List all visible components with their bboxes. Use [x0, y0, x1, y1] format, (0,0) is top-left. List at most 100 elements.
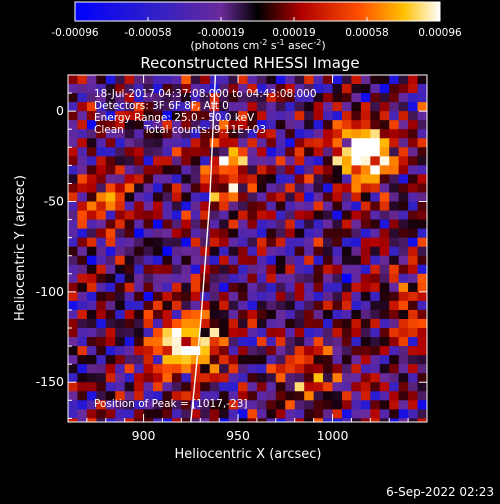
heatmap-cell [332, 300, 343, 311]
heatmap-cell [285, 201, 296, 211]
heatmap-cell [323, 237, 333, 247]
heatmap-cell [209, 156, 220, 166]
heatmap-cell [313, 328, 324, 338]
heatmap-cell [332, 219, 343, 229]
heatmap-cell [153, 228, 163, 238]
heatmap-cell [341, 174, 352, 184]
heatmap-cell [275, 337, 286, 347]
heatmap-cell [115, 355, 125, 365]
heatmap-cell [68, 282, 78, 293]
heatmap-cell [124, 328, 135, 338]
heatmap-cell [86, 111, 97, 121]
heatmap-cell [86, 391, 97, 401]
heatmap-cell [219, 400, 229, 410]
heatmap-cell [360, 120, 371, 130]
heatmap-cell [105, 246, 116, 257]
heatmap-cell [228, 318, 239, 329]
heatmap-cell [96, 147, 107, 157]
heatmap-cell [238, 156, 248, 166]
heatmap-cell [370, 328, 381, 338]
heatmap-cell [398, 93, 409, 103]
heatmap-cell [162, 337, 173, 347]
heatmap-cell [77, 346, 88, 356]
heatmap-cell [313, 318, 324, 329]
heatmap-cell [398, 273, 409, 284]
heatmap-cell [68, 237, 78, 247]
heatmap-cell [341, 237, 352, 247]
annotation-peak: Position of Peak = [1017,-23] [94, 398, 248, 410]
heatmap-cell [379, 129, 390, 139]
heatmap-cell [171, 255, 182, 266]
heatmap-cell [228, 264, 239, 275]
heatmap-cell [124, 192, 135, 202]
heatmap-cell [285, 282, 296, 293]
heatmap-cell [332, 129, 343, 139]
heatmap-cell [266, 255, 277, 266]
heatmap-cell [341, 337, 352, 347]
heatmap-cell [266, 102, 277, 112]
heatmap-cell [370, 255, 381, 266]
heatmap-cell [181, 373, 192, 383]
heatmap-cell [417, 328, 427, 338]
heatmap-cell [171, 228, 182, 238]
heatmap-cell [105, 84, 116, 94]
heatmap-cell [143, 264, 154, 275]
heatmap-cell [332, 282, 343, 293]
heatmap-cell [313, 373, 324, 383]
heatmap-cell [124, 400, 135, 410]
heatmap-cell [313, 165, 324, 175]
heatmap-cell [171, 120, 182, 130]
heatmap-cell [313, 309, 324, 320]
heatmap-cell [389, 355, 399, 365]
heatmap-cell [247, 364, 258, 374]
image-area [68, 75, 427, 422]
heatmap-cell [228, 129, 239, 139]
heatmap-cell [228, 309, 239, 320]
heatmap-cell [332, 84, 343, 94]
heatmap-cell [398, 192, 409, 202]
heatmap-cell [332, 156, 343, 166]
heatmap-cell [323, 147, 333, 157]
heatmap-cell [115, 300, 125, 311]
heatmap-cell [181, 409, 192, 419]
heatmap-cell [360, 346, 371, 356]
heatmap-cell [181, 192, 192, 202]
heatmap-cell [389, 273, 399, 284]
heatmap-cell [105, 418, 116, 422]
heatmap-cell [228, 382, 239, 392]
heatmap-cell [275, 418, 286, 422]
x-tick-label: 950 [226, 428, 250, 443]
heatmap-cell [332, 111, 343, 121]
heatmap-cell [294, 93, 305, 103]
heatmap-cell [304, 84, 314, 94]
heatmap-cell [389, 373, 399, 383]
heatmap-cell [266, 210, 277, 220]
heatmap-cell [171, 318, 182, 329]
heatmap-cell [408, 84, 418, 94]
heatmap-cell [77, 355, 88, 365]
heatmap-cell [190, 400, 201, 410]
heatmap-cell [341, 355, 352, 365]
heatmap-cell [285, 165, 296, 175]
heatmap-cell [417, 418, 427, 422]
heatmap-cell [219, 156, 229, 166]
heatmap-cell [134, 192, 144, 202]
heatmap-cell [153, 300, 163, 311]
heatmap-cell [228, 111, 239, 121]
heatmap-cell [304, 219, 314, 229]
heatmap-cell [294, 346, 305, 356]
heatmap-cell [238, 129, 248, 139]
heatmap-cell [304, 102, 314, 112]
heatmap-cell [190, 309, 201, 320]
heatmap-cell [266, 120, 277, 130]
heatmap-cell [171, 291, 182, 302]
heatmap-cell [181, 255, 192, 266]
heatmap-cell [77, 120, 88, 130]
heatmap-cell [341, 309, 352, 320]
heatmap-cell [105, 300, 116, 311]
heatmap-cell [266, 183, 277, 193]
heatmap-cell [323, 382, 333, 392]
heatmap-cell [351, 201, 362, 211]
heatmap-cell [389, 174, 399, 184]
heatmap-cell [323, 156, 333, 166]
